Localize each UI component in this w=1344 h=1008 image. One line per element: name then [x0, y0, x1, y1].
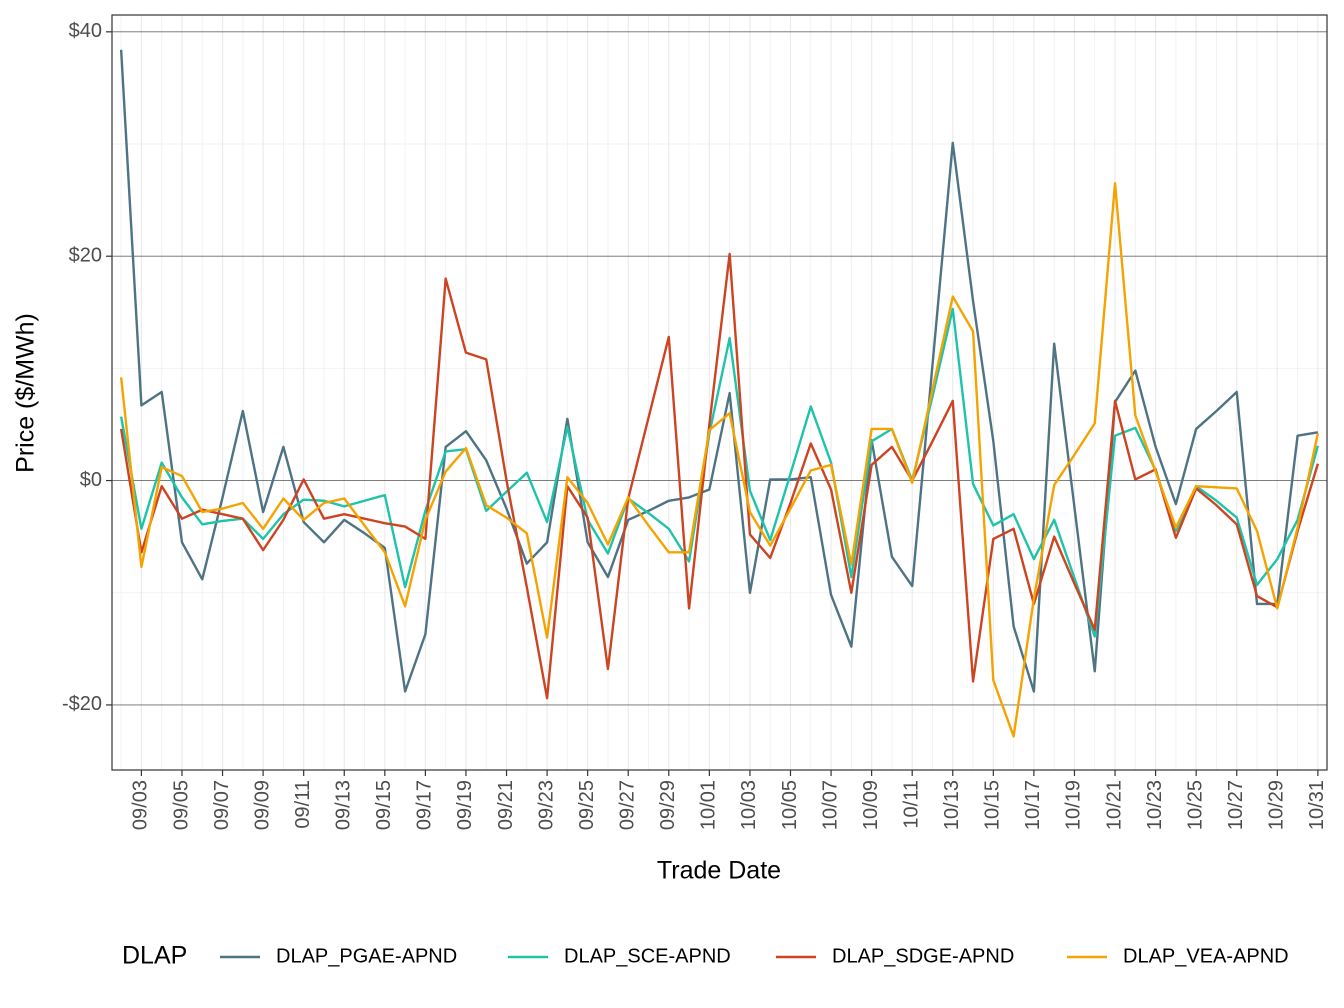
x-tick-label: 10/23: [1144, 780, 1166, 830]
y-tick-label: $40: [69, 20, 102, 42]
x-axis-title: Trade Date: [657, 857, 781, 885]
x-tick-label: 10/05: [779, 780, 801, 830]
x-tick-label: 09/27: [617, 780, 639, 830]
x-tick-label: 10/25: [1184, 780, 1206, 830]
x-tick-label: 10/01: [698, 780, 720, 830]
x-tick-label: 09/25: [576, 780, 598, 830]
x-tick-label: 10/21: [1103, 780, 1125, 830]
x-tick-label: 09/17: [414, 780, 436, 830]
x-tick-label: 10/07: [819, 780, 841, 830]
x-tick-label: 10/15: [982, 780, 1004, 830]
x-tick-label: 10/13: [941, 780, 963, 830]
x-tick-label: 10/19: [1063, 780, 1085, 830]
x-tick-label: 09/13: [333, 780, 355, 830]
x-tick-label: 09/19: [454, 780, 476, 830]
x-tick-label: 09/11: [292, 780, 314, 829]
x-tick-label: 10/11: [900, 780, 922, 829]
plot-panel: [112, 15, 1327, 770]
series-line: [119, 49, 1319, 693]
y-tick-label: $0: [80, 469, 102, 491]
x-tick-label: 10/09: [860, 780, 882, 830]
x-tick-label: 10/17: [1022, 780, 1044, 830]
plot-border: [111, 14, 1328, 771]
y-tick-label: -$20: [62, 693, 102, 715]
x-tick-label: 10/29: [1266, 780, 1288, 830]
series-line: [119, 182, 1320, 738]
legend-title: DLAP: [122, 942, 187, 970]
x-tick-label: 09/05: [170, 780, 192, 830]
x-tick-label: 09/23: [535, 780, 557, 830]
x-tick-label: 09/21: [495, 780, 517, 830]
x-tick-label: 10/03: [738, 780, 760, 830]
series-line: [119, 252, 1320, 700]
x-tick-label: 10/27: [1225, 780, 1247, 830]
legend-label: DLAP_SCE-APND: [564, 945, 731, 967]
series-line: [119, 307, 1320, 638]
y-tick-label: $20: [69, 244, 102, 266]
x-tick-label: 09/09: [251, 780, 273, 830]
legend-label: DLAP_VEA-APND: [1123, 945, 1289, 967]
x-tick-label: 09/15: [373, 780, 395, 830]
legend-label: DLAP_PGAE-APND: [276, 945, 457, 967]
x-tick-label: 10/31: [1306, 780, 1328, 830]
legend-label: DLAP_SDGE-APND: [832, 945, 1014, 967]
x-tick-label: 09/29: [657, 780, 679, 830]
x-tick-label: 09/03: [130, 780, 152, 830]
x-tick-label: 09/07: [211, 780, 233, 830]
y-axis-title: Price ($/MWh): [12, 313, 40, 473]
